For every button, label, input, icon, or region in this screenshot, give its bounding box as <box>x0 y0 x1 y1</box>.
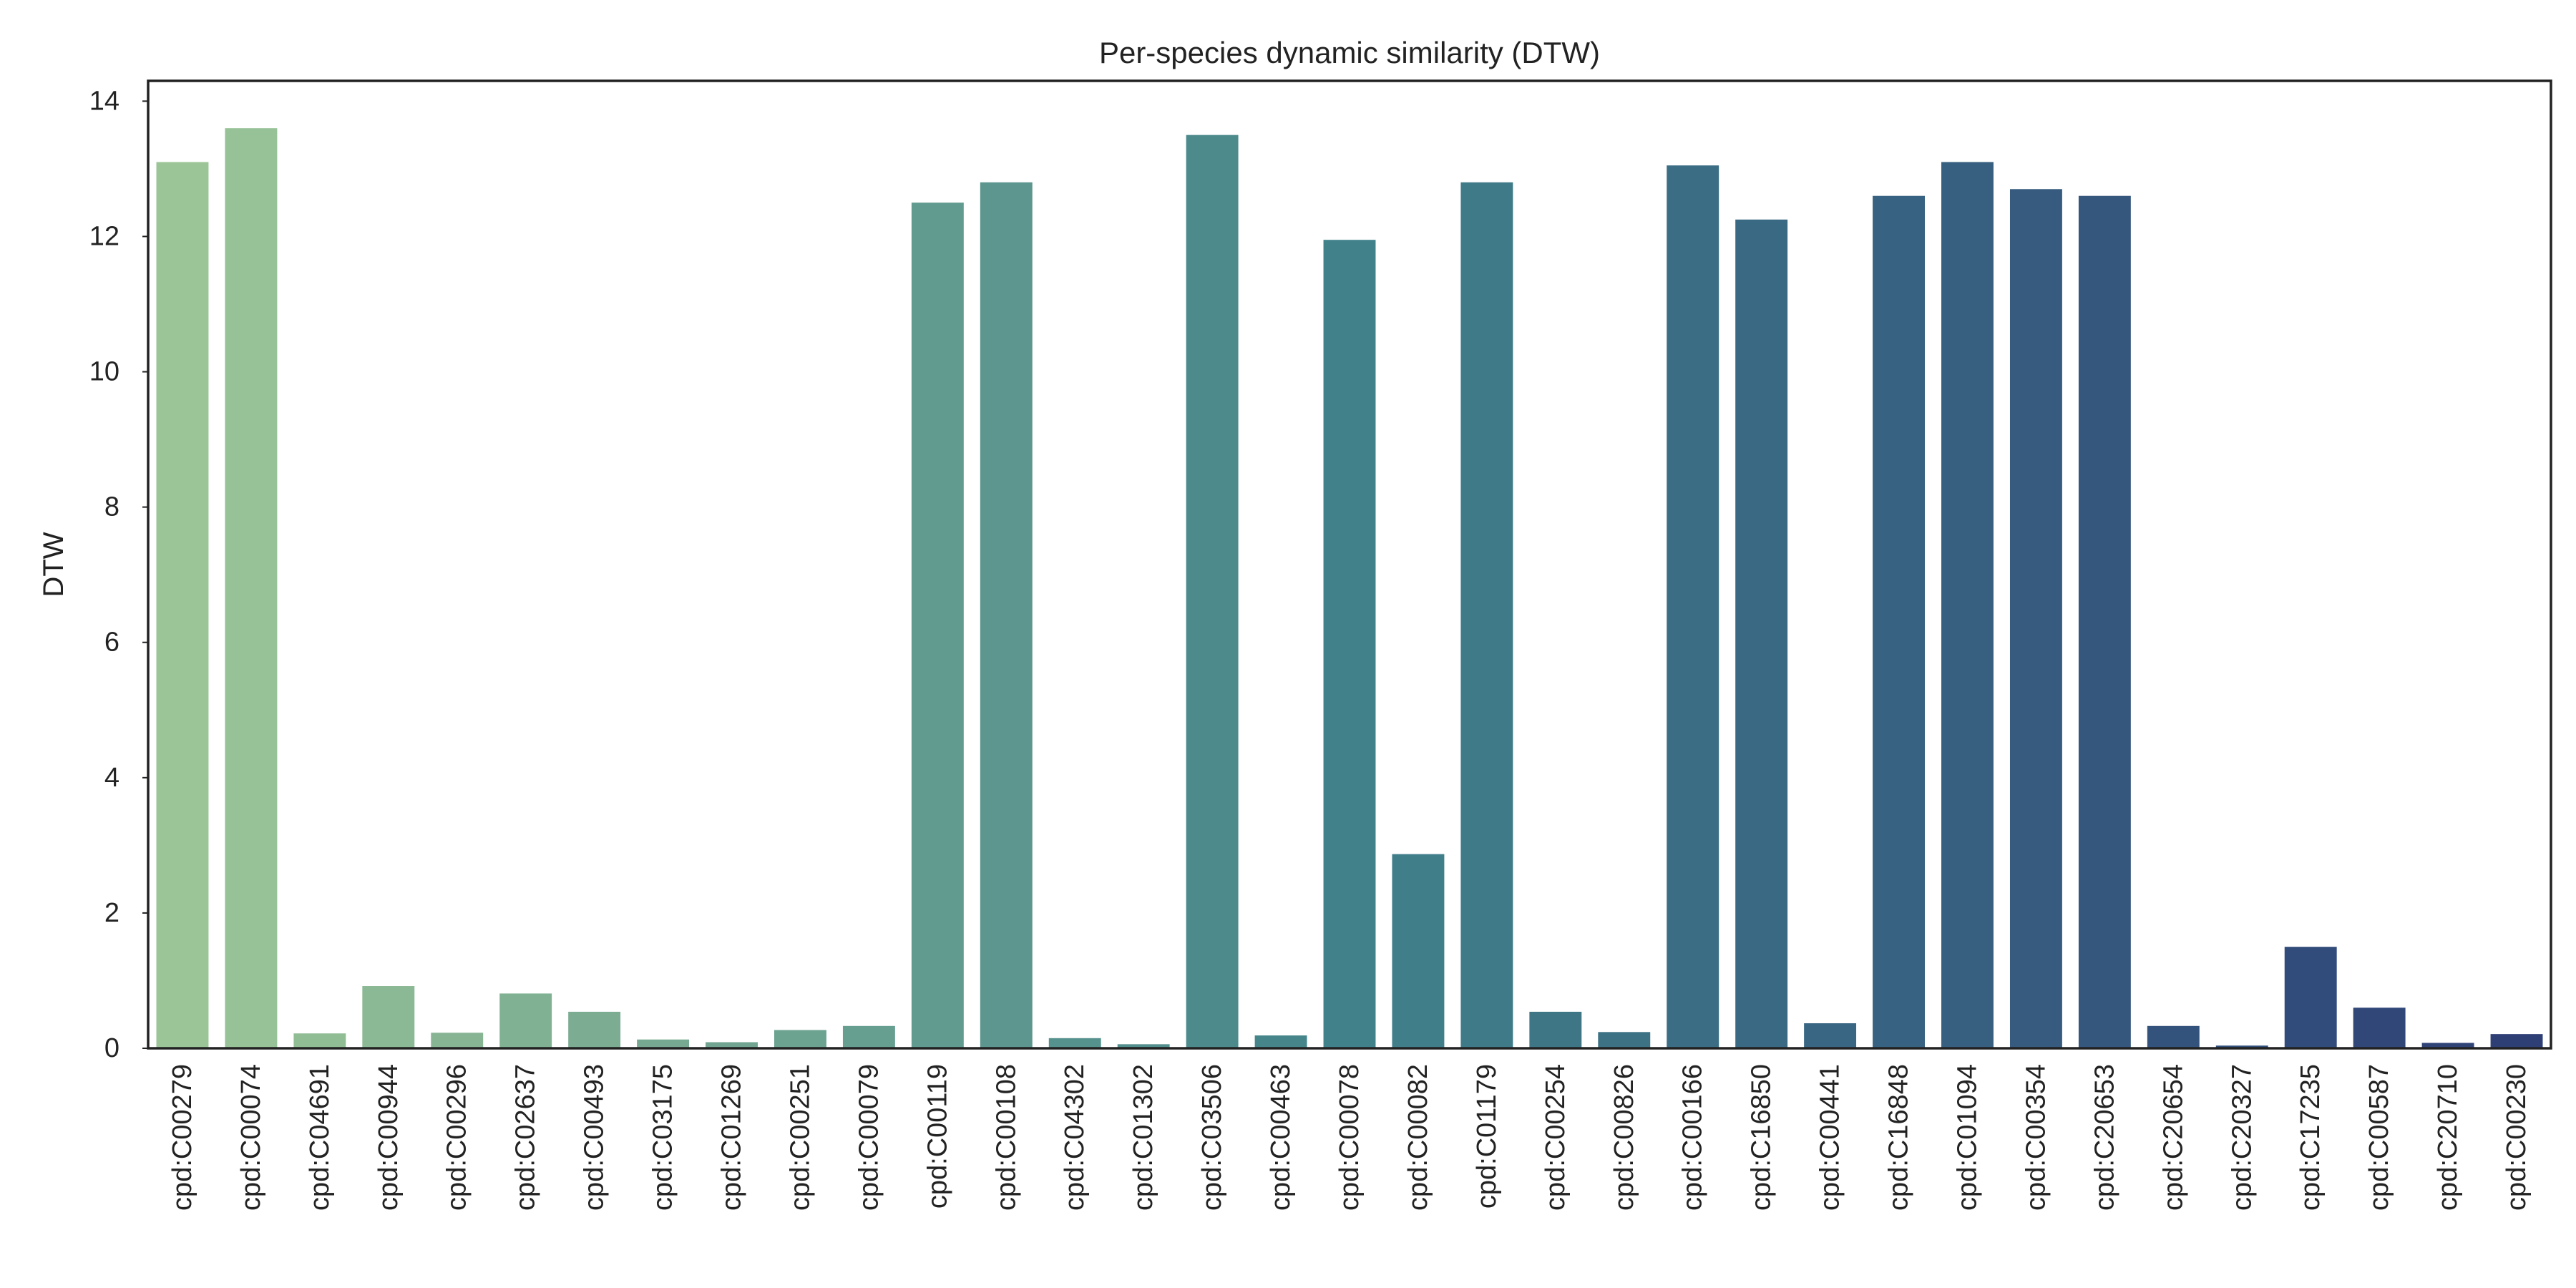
x-tick-label: cpd:C01302 <box>1128 1064 1158 1211</box>
x-tick-label: cpd:C00119 <box>922 1064 952 1209</box>
bar-cpd-c00279 <box>156 162 209 1048</box>
bar-cpd-c01302 <box>1117 1044 1170 1048</box>
x-tick-label: cpd:C03175 <box>648 1064 678 1211</box>
bar-cpd-c00587 <box>2353 1008 2406 1048</box>
bar-cpd-c20327 <box>2215 1045 2268 1048</box>
bar-cpd-c16850 <box>1735 219 1788 1049</box>
bar-cpd-c00296 <box>431 1033 484 1048</box>
bar-cpd-c01269 <box>706 1042 758 1048</box>
x-tick-label: cpd:C00082 <box>1403 1064 1433 1211</box>
bar-cpd-c03506 <box>1186 135 1239 1049</box>
y-tick-label: 8 <box>104 492 119 522</box>
x-tick-label: cpd:C00108 <box>991 1064 1021 1211</box>
x-tick-label: cpd:C01269 <box>717 1064 747 1211</box>
x-tick-label: cpd:C00463 <box>1266 1064 1296 1211</box>
x-tick-label: cpd:C04691 <box>305 1064 335 1211</box>
x-tick-label: cpd:C16850 <box>1747 1064 1777 1211</box>
y-tick-label: 14 <box>89 86 119 116</box>
x-tick-label: cpd:C00296 <box>442 1064 472 1211</box>
bar-cpd-c03175 <box>637 1039 690 1048</box>
bar-cpd-c02637 <box>499 993 552 1048</box>
bar-cpd-c00082 <box>1392 854 1445 1048</box>
x-tick-label: cpd:C00441 <box>1815 1064 1845 1211</box>
bar-cpd-c00441 <box>1804 1023 1857 1048</box>
bar-cpd-c20653 <box>2078 195 2131 1048</box>
x-tick-label: cpd:C02637 <box>511 1064 541 1211</box>
bar-cpd-c17235 <box>2284 947 2337 1048</box>
x-tick-label: cpd:C00251 <box>785 1064 815 1211</box>
x-tick-label: cpd:C16848 <box>1884 1064 1914 1211</box>
x-tick-label: cpd:C00078 <box>1335 1064 1365 1211</box>
x-tick-label: cpd:C00074 <box>236 1064 266 1211</box>
x-tick-label: cpd:C00493 <box>580 1064 610 1211</box>
x-tick-label: cpd:C00587 <box>2364 1064 2394 1211</box>
bar-cpd-c01094 <box>1941 162 1994 1048</box>
x-tick-label: cpd:C04302 <box>1060 1064 1090 1211</box>
y-tick-label: 4 <box>104 763 119 793</box>
x-tick-label: cpd:C20654 <box>2158 1064 2188 1211</box>
bar-cpd-c00079 <box>842 1025 895 1048</box>
x-tick-label: cpd:C01094 <box>1952 1064 1982 1211</box>
x-tick-label: cpd:C00079 <box>854 1064 884 1211</box>
bar-cpd-c00251 <box>774 1030 826 1048</box>
x-tick-label: cpd:C00254 <box>1541 1064 1571 1211</box>
bar-cpd-c00119 <box>911 203 964 1048</box>
bar-cpd-c00166 <box>1667 165 1719 1048</box>
bar-cpd-c20654 <box>2147 1025 2200 1048</box>
x-tick-label: cpd:C20653 <box>2089 1064 2119 1211</box>
bar-cpd-c20710 <box>2421 1043 2474 1048</box>
bar-cpd-c01179 <box>1460 182 1513 1049</box>
bar-cpd-c00074 <box>225 128 278 1048</box>
y-tick-label: 10 <box>89 357 119 387</box>
x-tick-label: cpd:C00826 <box>1609 1064 1639 1211</box>
plot-frame <box>147 79 2552 1050</box>
x-tick-label: cpd:C00944 <box>374 1064 404 1211</box>
x-axis-ticks: cpd:C00279 cpd:C00074 cpd:C04691 cpd:C00944… <box>167 1064 2532 1211</box>
x-tick-label: cpd:C03506 <box>1197 1064 1227 1211</box>
y-tick-label: 2 <box>104 898 119 928</box>
x-tick-label: cpd:C00354 <box>2021 1064 2051 1211</box>
bar-cpd-c00230 <box>2490 1034 2543 1048</box>
x-tick-label: cpd:C00230 <box>2502 1064 2532 1211</box>
bar-cpd-c04691 <box>293 1033 346 1048</box>
bar-cpd-c00826 <box>1598 1032 1651 1048</box>
bar-cpd-c00354 <box>2009 189 2062 1049</box>
bar-cpd-c16848 <box>1873 195 1926 1048</box>
chart-title: Per-species dynamic similarity (DTW) <box>1099 36 1600 69</box>
y-tick-label: 0 <box>104 1033 119 1063</box>
x-tick-label: cpd:C20710 <box>2433 1064 2463 1211</box>
y-axis-ticks: 0 2 4 6 8 10 12 14 <box>89 86 148 1063</box>
bar-cpd-c00254 <box>1529 1011 1582 1048</box>
x-tick-label: cpd:C00166 <box>1678 1064 1708 1211</box>
x-tick-label: cpd:C01179 <box>1472 1064 1502 1209</box>
bar-cpd-c00078 <box>1323 240 1376 1048</box>
bar-cpd-c04302 <box>1048 1038 1101 1048</box>
bar-cpd-c00944 <box>362 986 415 1048</box>
y-axis-label: DTW <box>38 532 69 597</box>
bars-group <box>156 128 2543 1049</box>
bar-cpd-c00108 <box>980 182 1033 1049</box>
x-tick-label: cpd:C00279 <box>167 1064 197 1211</box>
x-tick-label: cpd:C17235 <box>2296 1064 2326 1211</box>
bar-cpd-c00463 <box>1254 1035 1307 1048</box>
x-tick-label: cpd:C20327 <box>2227 1064 2257 1211</box>
bar-cpd-c00493 <box>568 1011 621 1048</box>
y-tick-label: 12 <box>89 221 119 251</box>
y-tick-label: 6 <box>104 628 119 658</box>
